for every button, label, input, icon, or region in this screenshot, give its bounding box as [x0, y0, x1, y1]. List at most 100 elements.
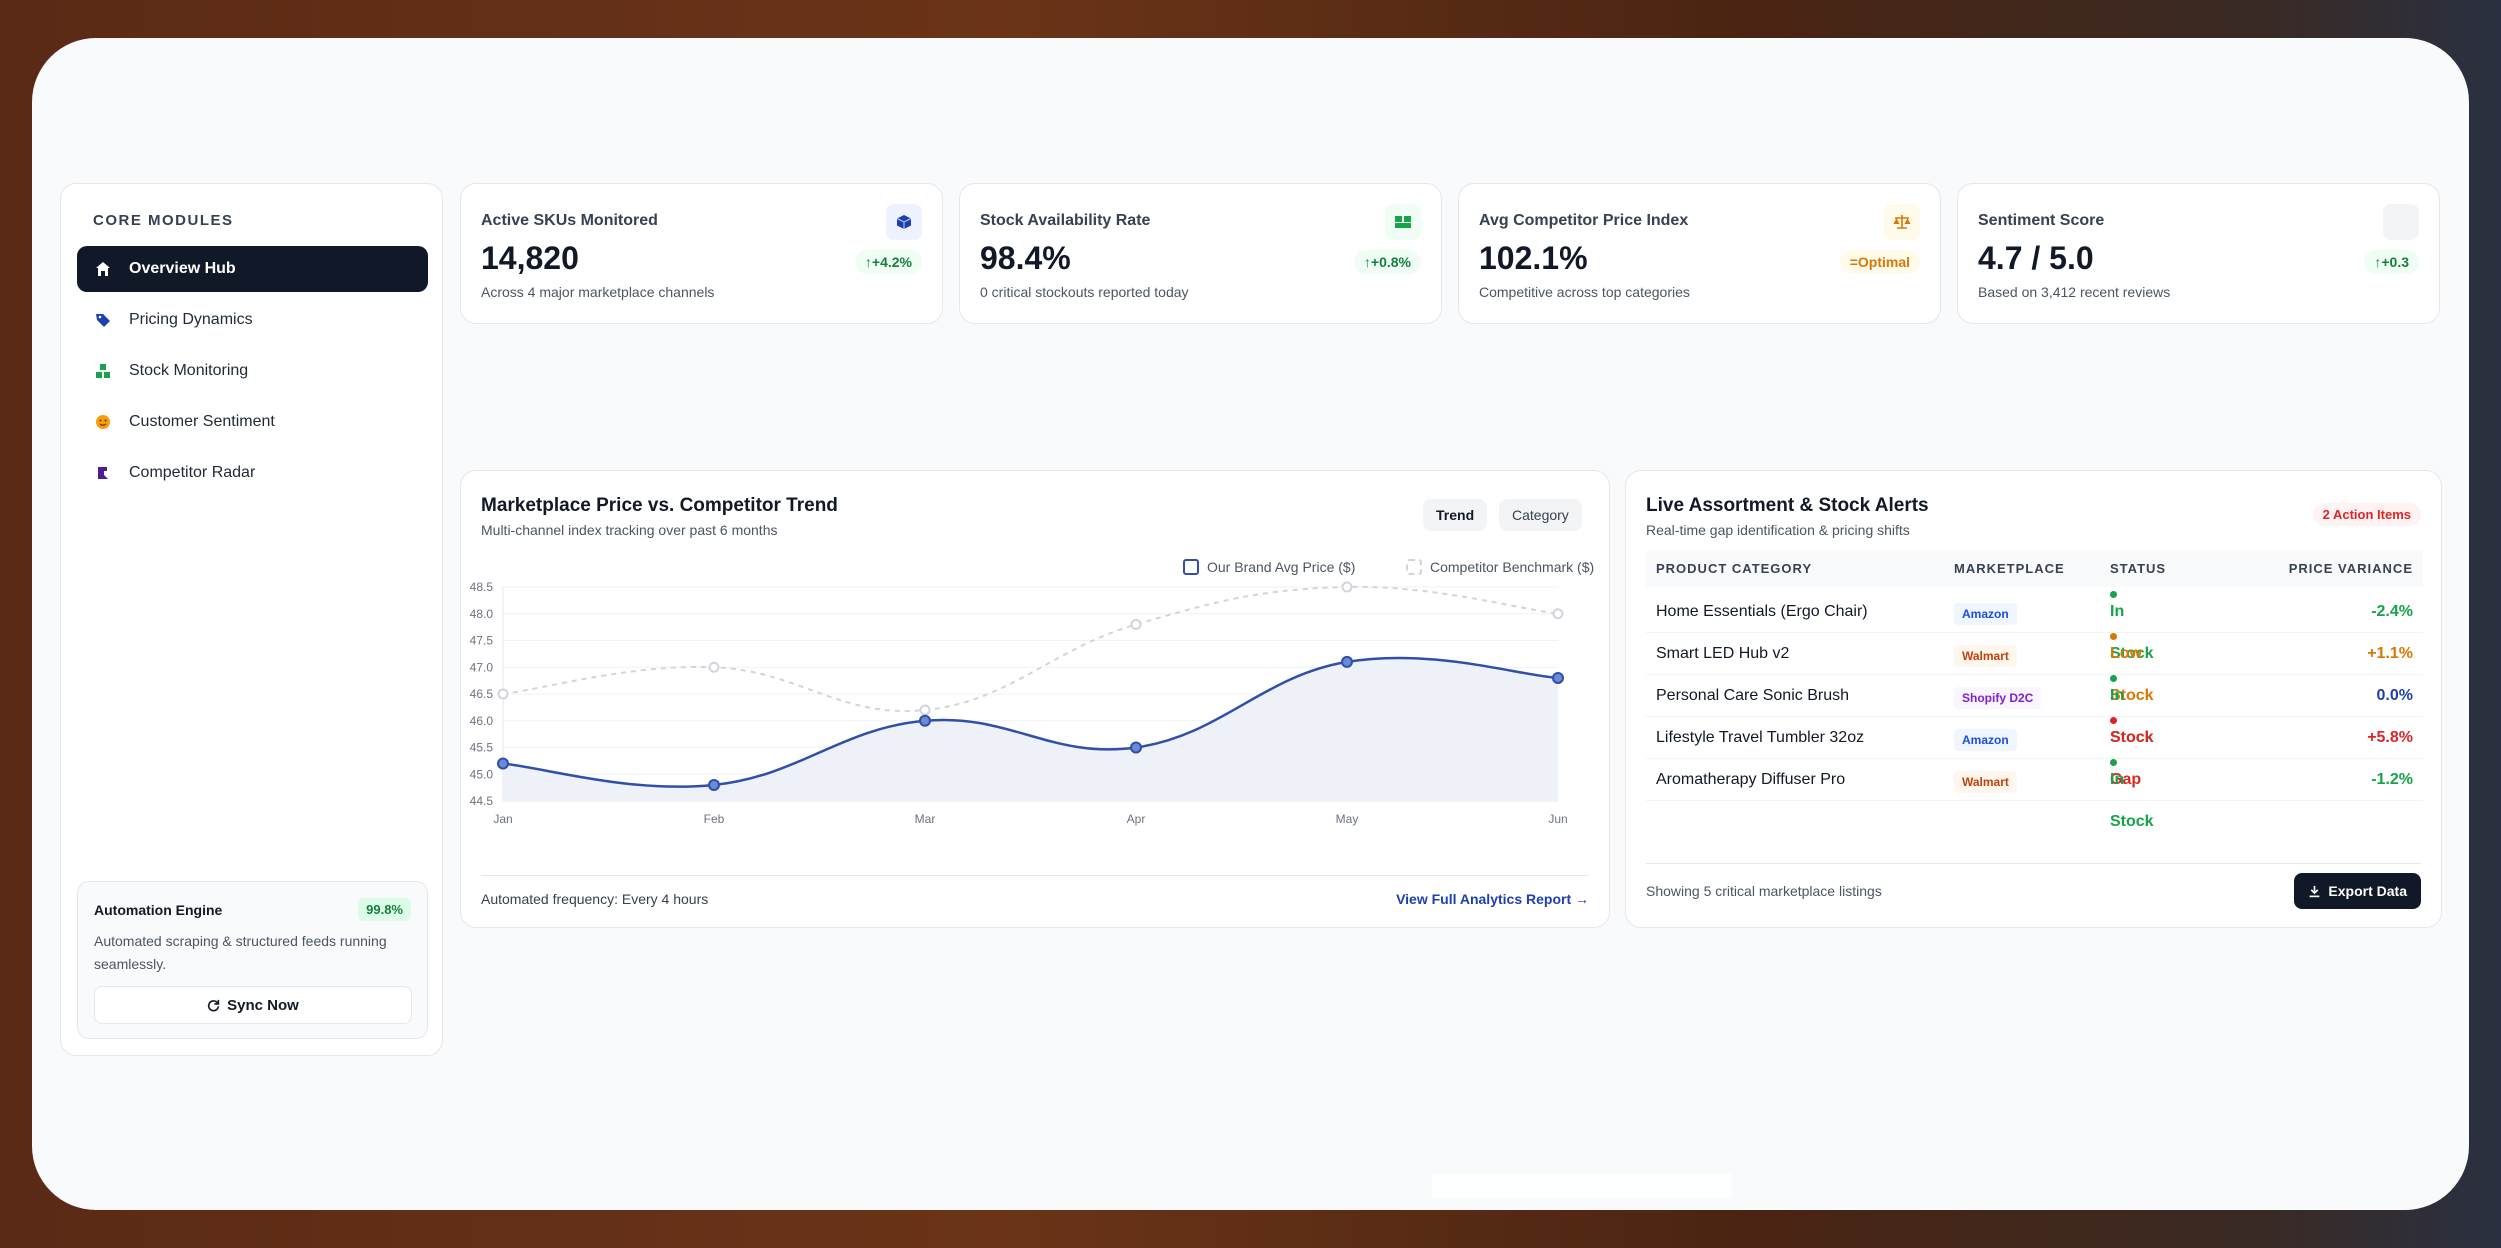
- refresh-icon: [208, 999, 220, 1011]
- x-tick-label: Jun: [1548, 812, 1567, 826]
- app-window: CORE MODULES Overview Hub Pricing Dynami…: [32, 38, 2469, 1210]
- sidebar: CORE MODULES Overview Hub Pricing Dynami…: [60, 183, 443, 1056]
- y-tick-label: 48.5: [470, 580, 494, 594]
- legend-label: Competitor Benchmark ($): [1430, 559, 1595, 575]
- our-brand-point: [919, 714, 931, 727]
- legend-label: Our Brand Avg Price ($): [1207, 559, 1356, 575]
- marketplace-badge: Shopify D2C: [1954, 687, 2042, 709]
- kpi-card-stock-availability: Stock Availability Rate 98.4% ↑+0.8% 0 c…: [959, 183, 1442, 324]
- product-cell: Smart LED Hub v2: [1656, 645, 1790, 662]
- variance-cell: 0.0%: [2376, 687, 2413, 704]
- tab-category[interactable]: Category: [1499, 499, 1582, 531]
- x-tick-label: Apr: [1127, 812, 1146, 826]
- download-icon: [2310, 885, 2320, 897]
- column-header-status[interactable]: STATUS: [2110, 561, 2167, 576]
- status-dot: [2110, 717, 2117, 724]
- boxes-icon: [96, 364, 110, 378]
- column-header-marketplace[interactable]: MARKETPLACE: [1954, 561, 2065, 576]
- x-tick-label: Jan: [493, 812, 512, 826]
- y-tick-label: 48.0: [470, 607, 494, 621]
- home-icon: [96, 262, 110, 276]
- variance-cell: -2.4%: [2371, 603, 2413, 620]
- table-row[interactable]: Personal Care Sonic Brush Shopify D2C In S…: [1646, 675, 2423, 746]
- export-data-button[interactable]: Export Data: [2294, 873, 2421, 909]
- kpi-label: Sentiment Score: [1978, 212, 2105, 229]
- star-icon: [2383, 204, 2419, 240]
- kpi-label: Avg Competitor Price Index: [1479, 212, 1689, 229]
- y-tick-label: 45.5: [470, 741, 494, 755]
- product-cell: Home Essentials (Ergo Chair): [1656, 603, 1868, 620]
- kpi-value: 102.1%: [1479, 240, 1588, 276]
- sidebar-item-overview-hub[interactable]: Overview Hub: [77, 246, 428, 292]
- sidebar-item-pricing-dynamics[interactable]: Pricing Dynamics: [77, 297, 428, 343]
- status-label: In Stock: [2110, 687, 2154, 746]
- sidebar-item-stock-monitoring[interactable]: Stock Monitoring: [77, 348, 428, 394]
- table-row[interactable]: Lifestyle Travel Tumbler 32oz Amazon Stock…: [1646, 717, 2423, 788]
- sidebar-item-competitor-radar[interactable]: Competitor Radar: [77, 450, 428, 496]
- automation-frequency-text: Automated frequency: Every 4 hours: [481, 891, 709, 907]
- kpi-label: Active SKUs Monitored: [481, 212, 658, 229]
- divider: [1646, 863, 2421, 864]
- kpi-change-badge: ↑+0.8%: [1353, 250, 1421, 274]
- table-header: PRODUCT CATEGORY MARKETPLACE STATUS PRIC…: [1646, 551, 2423, 587]
- legend-item-our-brand[interactable]: Our Brand Avg Price ($): [1183, 559, 1355, 575]
- sync-now-button[interactable]: Sync Now: [94, 986, 412, 1024]
- x-tick-label: Feb: [704, 812, 725, 826]
- column-header-variance[interactable]: PRICE VARIANCE: [2288, 561, 2413, 576]
- variance-cell: -1.2%: [2371, 771, 2413, 788]
- marketplace-badge: Walmart: [1954, 645, 2017, 667]
- table-row[interactable]: Smart LED Hub v2 Walmart Low Stock +1.1%: [1646, 633, 2423, 704]
- our-brand-point: [1130, 741, 1142, 754]
- y-tick-label: 45.0: [470, 767, 494, 781]
- marketplace-badge: Walmart: [1954, 771, 2017, 793]
- table-row[interactable]: Home Essentials (Ergo Chair) Amazon In Sto…: [1646, 591, 2423, 662]
- view-analytics-link[interactable]: View Full Analytics Report →: [1396, 891, 1589, 907]
- column-header-product[interactable]: PRODUCT CATEGORY: [1656, 561, 1813, 576]
- product-cell: Aromatherapy Diffuser Pro: [1656, 771, 1846, 788]
- listings-count-text: Showing 5 critical marketplace listings: [1646, 883, 1882, 899]
- sidebar-heading: CORE MODULES: [93, 212, 234, 229]
- y-tick-label: 47.0: [470, 660, 494, 674]
- our-brand-point: [1341, 655, 1353, 668]
- competitor-point: [708, 661, 720, 673]
- kpi-card-active-skus: Active SKUs Monitored 14,820 ↑+4.2% Acro…: [460, 183, 943, 324]
- kpi-value: 98.4%: [980, 240, 1071, 276]
- scroll-indicator: [1432, 1174, 1732, 1198]
- our-brand-line: [502, 656, 1559, 788]
- variance-cell: +5.8%: [2367, 729, 2413, 746]
- boxes-icon: [1385, 204, 1421, 240]
- kpi-subtext: Across 4 major marketplace channels: [481, 284, 715, 300]
- legend-swatch: [1406, 559, 1422, 575]
- status-dot: [2110, 633, 2117, 640]
- table-row[interactable]: Aromatherapy Diffuser Pro Walmart In Stock…: [1646, 759, 2423, 830]
- status-label: In Stock: [2110, 771, 2154, 830]
- y-tick-label: 46.0: [470, 714, 494, 728]
- alerts-title: Live Assortment & Stock Alerts: [1646, 495, 1929, 516]
- sidebar-item-customer-sentiment[interactable]: Customer Sentiment: [77, 399, 428, 445]
- export-data-label: Export Data: [2328, 883, 2407, 899]
- our-brand-point: [1552, 671, 1564, 684]
- kpi-subtext: Competitive across top categories: [1479, 284, 1690, 300]
- competitor-point: [497, 688, 509, 700]
- sidebar-item-label: Customer Sentiment: [129, 413, 275, 430]
- our-brand-point: [708, 778, 720, 791]
- radar-icon: [98, 467, 108, 479]
- status-label: Low Stock: [2110, 645, 2154, 704]
- status-label: In Stock: [2110, 603, 2154, 662]
- competitor-point: [1130, 618, 1142, 630]
- automation-uptime-badge: 99.8%: [358, 898, 411, 921]
- kpi-change-badge: ↑+4.2%: [854, 250, 922, 274]
- competitor-point: [1552, 608, 1564, 620]
- our-brand-area: [503, 657, 1558, 801]
- kpi-value: 14,820: [481, 240, 579, 276]
- legend-item-competitor[interactable]: Competitor Benchmark ($): [1406, 559, 1594, 575]
- y-tick-label: 46.5: [470, 687, 494, 701]
- smile-icon: [96, 415, 110, 429]
- action-items-badge[interactable]: 2 Action Items: [2312, 503, 2421, 526]
- automation-description: Automated scraping & structured feeds ru…: [94, 933, 387, 972]
- tag-icon: [96, 314, 110, 327]
- kpi-subtext: Based on 3,412 recent reviews: [1978, 284, 2171, 300]
- our-brand-point: [497, 757, 509, 770]
- x-tick-label: Mar: [915, 812, 936, 826]
- tab-trend[interactable]: Trend: [1423, 499, 1488, 531]
